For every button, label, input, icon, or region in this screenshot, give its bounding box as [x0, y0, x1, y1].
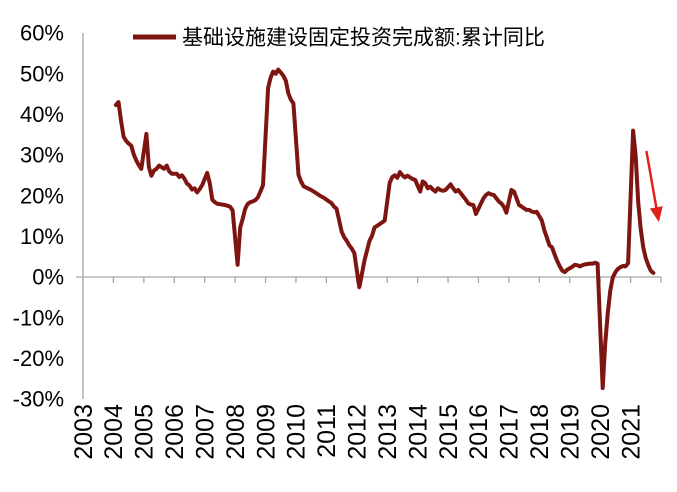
x-tick-label: 2013	[374, 404, 402, 460]
arrow-head-icon	[649, 206, 663, 223]
y-tick-label: 20%	[20, 183, 64, 208]
x-tick-label: 2017	[496, 404, 524, 460]
axes: 2003 2004 2005 2006 2007 2008 2009 2010 2011 2012…	[13, 21, 662, 460]
series-line	[113, 67, 656, 390]
x-tick-label: 2007	[191, 404, 219, 460]
x-tick-label: 2010	[283, 404, 311, 460]
arrow-shaft	[645, 150, 658, 210]
x-tick-label: 2012	[344, 404, 372, 460]
x-tick-label: 2020	[587, 404, 615, 460]
x-tick-label: 2005	[131, 404, 159, 460]
x-tick-label: 2003	[70, 404, 98, 460]
y-tick-label: 10%	[20, 224, 64, 249]
legend: 基础设施建设固定投资完成额:累计同比	[133, 26, 545, 49]
y-tick-label: 60%	[20, 21, 64, 46]
y-tick-label: 30%	[20, 143, 64, 168]
y-tick-label: 50%	[20, 61, 64, 86]
x-tick-label: 2021	[617, 404, 645, 460]
x-tick-label: 2011	[313, 404, 341, 458]
x-tick-label: 2018	[526, 404, 554, 460]
x-tick-label: 2006	[161, 404, 189, 460]
x-tick-label: 2016	[465, 404, 493, 460]
y-tick-label: -10%	[13, 305, 64, 330]
annotation-arrow-group	[645, 150, 663, 223]
x-tick-label: 2014	[404, 404, 432, 460]
x-tick-label: 2015	[435, 404, 463, 460]
y-tick-label: 40%	[20, 102, 64, 127]
y-tick-label: -30%	[13, 387, 64, 412]
y-tick-label: 0%	[32, 265, 64, 290]
x-tick-label: 2019	[556, 404, 584, 460]
x-tick-label: 2004	[100, 404, 128, 460]
x-tick-label: 2009	[252, 404, 280, 460]
legend-label: 基础设施建设固定投资完成额:累计同比	[182, 26, 545, 49]
x-tick-label: 2008	[222, 404, 250, 460]
series	[113, 67, 656, 390]
y-tick-label: -20%	[13, 346, 64, 371]
